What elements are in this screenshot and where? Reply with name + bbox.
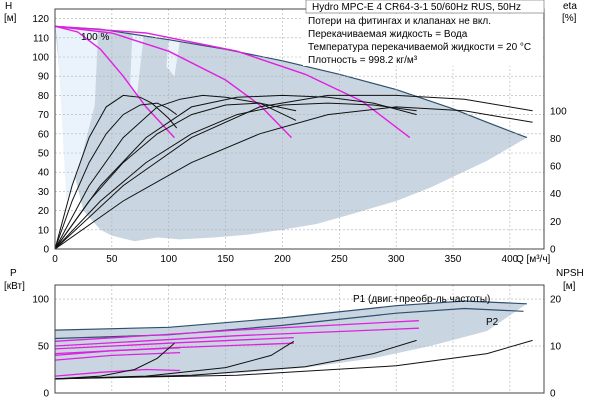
power-npsh-curves	[55, 300, 533, 380]
p2-series-label: P2	[486, 317, 499, 328]
qh-envelope-area	[55, 26, 527, 242]
eta-tick-label: 20	[550, 217, 562, 228]
chart-title: Hydro MPC-E 4 CR64-3-1 50/60Hz RUS, 50Hz	[312, 2, 521, 13]
h-tick-label: 50	[38, 149, 50, 160]
h-axis-title: H	[5, 1, 12, 12]
h-tick-label: 10	[38, 225, 50, 236]
eta-tick-label: 100	[550, 106, 567, 117]
p-tick-label: 100	[32, 295, 49, 306]
q-tick-label: 400	[502, 254, 519, 265]
q-tick-label: 250	[331, 254, 348, 265]
power-curve-7	[55, 327, 419, 347]
eta-curve-10	[55, 106, 533, 249]
qh-envelope-max-curve	[55, 25, 528, 139]
eta-tick-label: 0	[550, 245, 556, 256]
power-npsh-panel: 0 50 100 0 10 20 P1 (двиг.+преобр-ль частоты)…	[4, 268, 584, 400]
npsh-axis-title: NPSH	[556, 268, 584, 279]
qh-panel: 0 50 100 150 200 250 300 350 4000102030405060708…	[4, 0, 577, 265]
pump-curve-0	[55, 25, 175, 139]
note-temperature: Температура перекачиваемой жидкости = 20…	[308, 42, 531, 53]
note-liquid: Перекачиваемая жидкость = Вода	[308, 29, 468, 40]
eta-curve-4	[55, 102, 177, 249]
q-tick-label: 50	[106, 254, 118, 265]
qh-curves	[55, 25, 533, 249]
h-tick-label: 80	[38, 91, 50, 102]
npsh-tick-label: 0	[550, 389, 556, 400]
p1-curve	[55, 300, 527, 331]
eta-curve-6	[55, 102, 297, 249]
operating-envelope	[55, 25, 528, 242]
p-axis-title: P	[10, 268, 17, 279]
q-axis-title: Q [м³/ч]	[516, 254, 551, 265]
h-tick-label: 70	[38, 110, 50, 121]
note-fittings: Потери на фитингах и клапанах не вкл.	[308, 15, 491, 27]
pump-curve-2	[55, 25, 411, 139]
p-tick-label: 0	[43, 389, 49, 400]
power-axes: 0 50 100 0 10 20	[32, 295, 561, 400]
p-tick-label: 50	[38, 342, 50, 353]
h-tick-label: 110	[33, 33, 49, 44]
h-tick-label: 90	[38, 72, 50, 83]
note-density: Плотность = 998.2 кг/м³	[308, 55, 418, 66]
eta-curve-7	[55, 94, 417, 249]
eta-curve-5	[55, 94, 297, 249]
speed-label: 100 %	[81, 32, 109, 43]
qh-light-region-1	[130, 34, 144, 96]
power-curve-3	[55, 351, 181, 361]
h-tick-label: 30	[38, 187, 50, 198]
h-tick-label: 20	[38, 206, 50, 217]
npsh-tick-label: 20	[550, 295, 562, 306]
notes-box	[303, 14, 541, 66]
h-tick-label: 60	[38, 129, 50, 140]
qh-plot-frame	[54, 8, 545, 250]
qh-light-region-0	[55, 26, 99, 201]
power-plot-frame	[54, 284, 545, 394]
q-tick-label: 350	[445, 254, 462, 265]
h-tick-label: 0	[43, 245, 49, 256]
h-tick-label: 120	[32, 14, 49, 25]
eta-curve-8	[55, 102, 417, 249]
eta-tick-label: 60	[550, 162, 562, 173]
qh-axes: 0 50 100 150 200 250 300 350 4000102030405060708…	[32, 14, 567, 265]
power-curve-8	[55, 368, 181, 377]
h-tick-label: 40	[38, 168, 50, 179]
q-tick-label: 200	[274, 254, 291, 265]
qh-light-region-2	[166, 37, 181, 77]
eta-curve-9	[55, 94, 533, 249]
title-box	[305, 0, 545, 14]
eta-tick-label: 40	[550, 189, 562, 200]
eta-axis-title: eta	[563, 1, 577, 12]
pump-curve-1	[55, 25, 293, 139]
q-tick-label: 300	[388, 254, 405, 265]
npsh-axis-unit: [м]	[563, 281, 576, 292]
eta-tick-label: 80	[550, 134, 562, 145]
npsh-tick-label: 10	[550, 342, 562, 353]
q-tick-label: 150	[217, 254, 234, 265]
eta-curve-3	[55, 94, 178, 249]
npsh-curve-12	[55, 339, 533, 380]
q-tick-label: 100	[160, 254, 177, 265]
eta-axis-unit: [%]	[562, 13, 577, 24]
q-tick-label: 0	[52, 254, 58, 265]
npsh-curve-9	[55, 342, 175, 380]
h-tick-label: 100	[32, 53, 49, 64]
h-axis-unit: [м]	[4, 13, 17, 24]
power-curve-4	[55, 336, 294, 350]
p-axis-unit: [кВт]	[4, 281, 25, 292]
p1-series-label: P1 (двиг.+преобр-ль частоты)	[353, 293, 490, 305]
npsh-curve-11	[55, 339, 417, 380]
power-curve-6	[55, 320, 419, 342]
